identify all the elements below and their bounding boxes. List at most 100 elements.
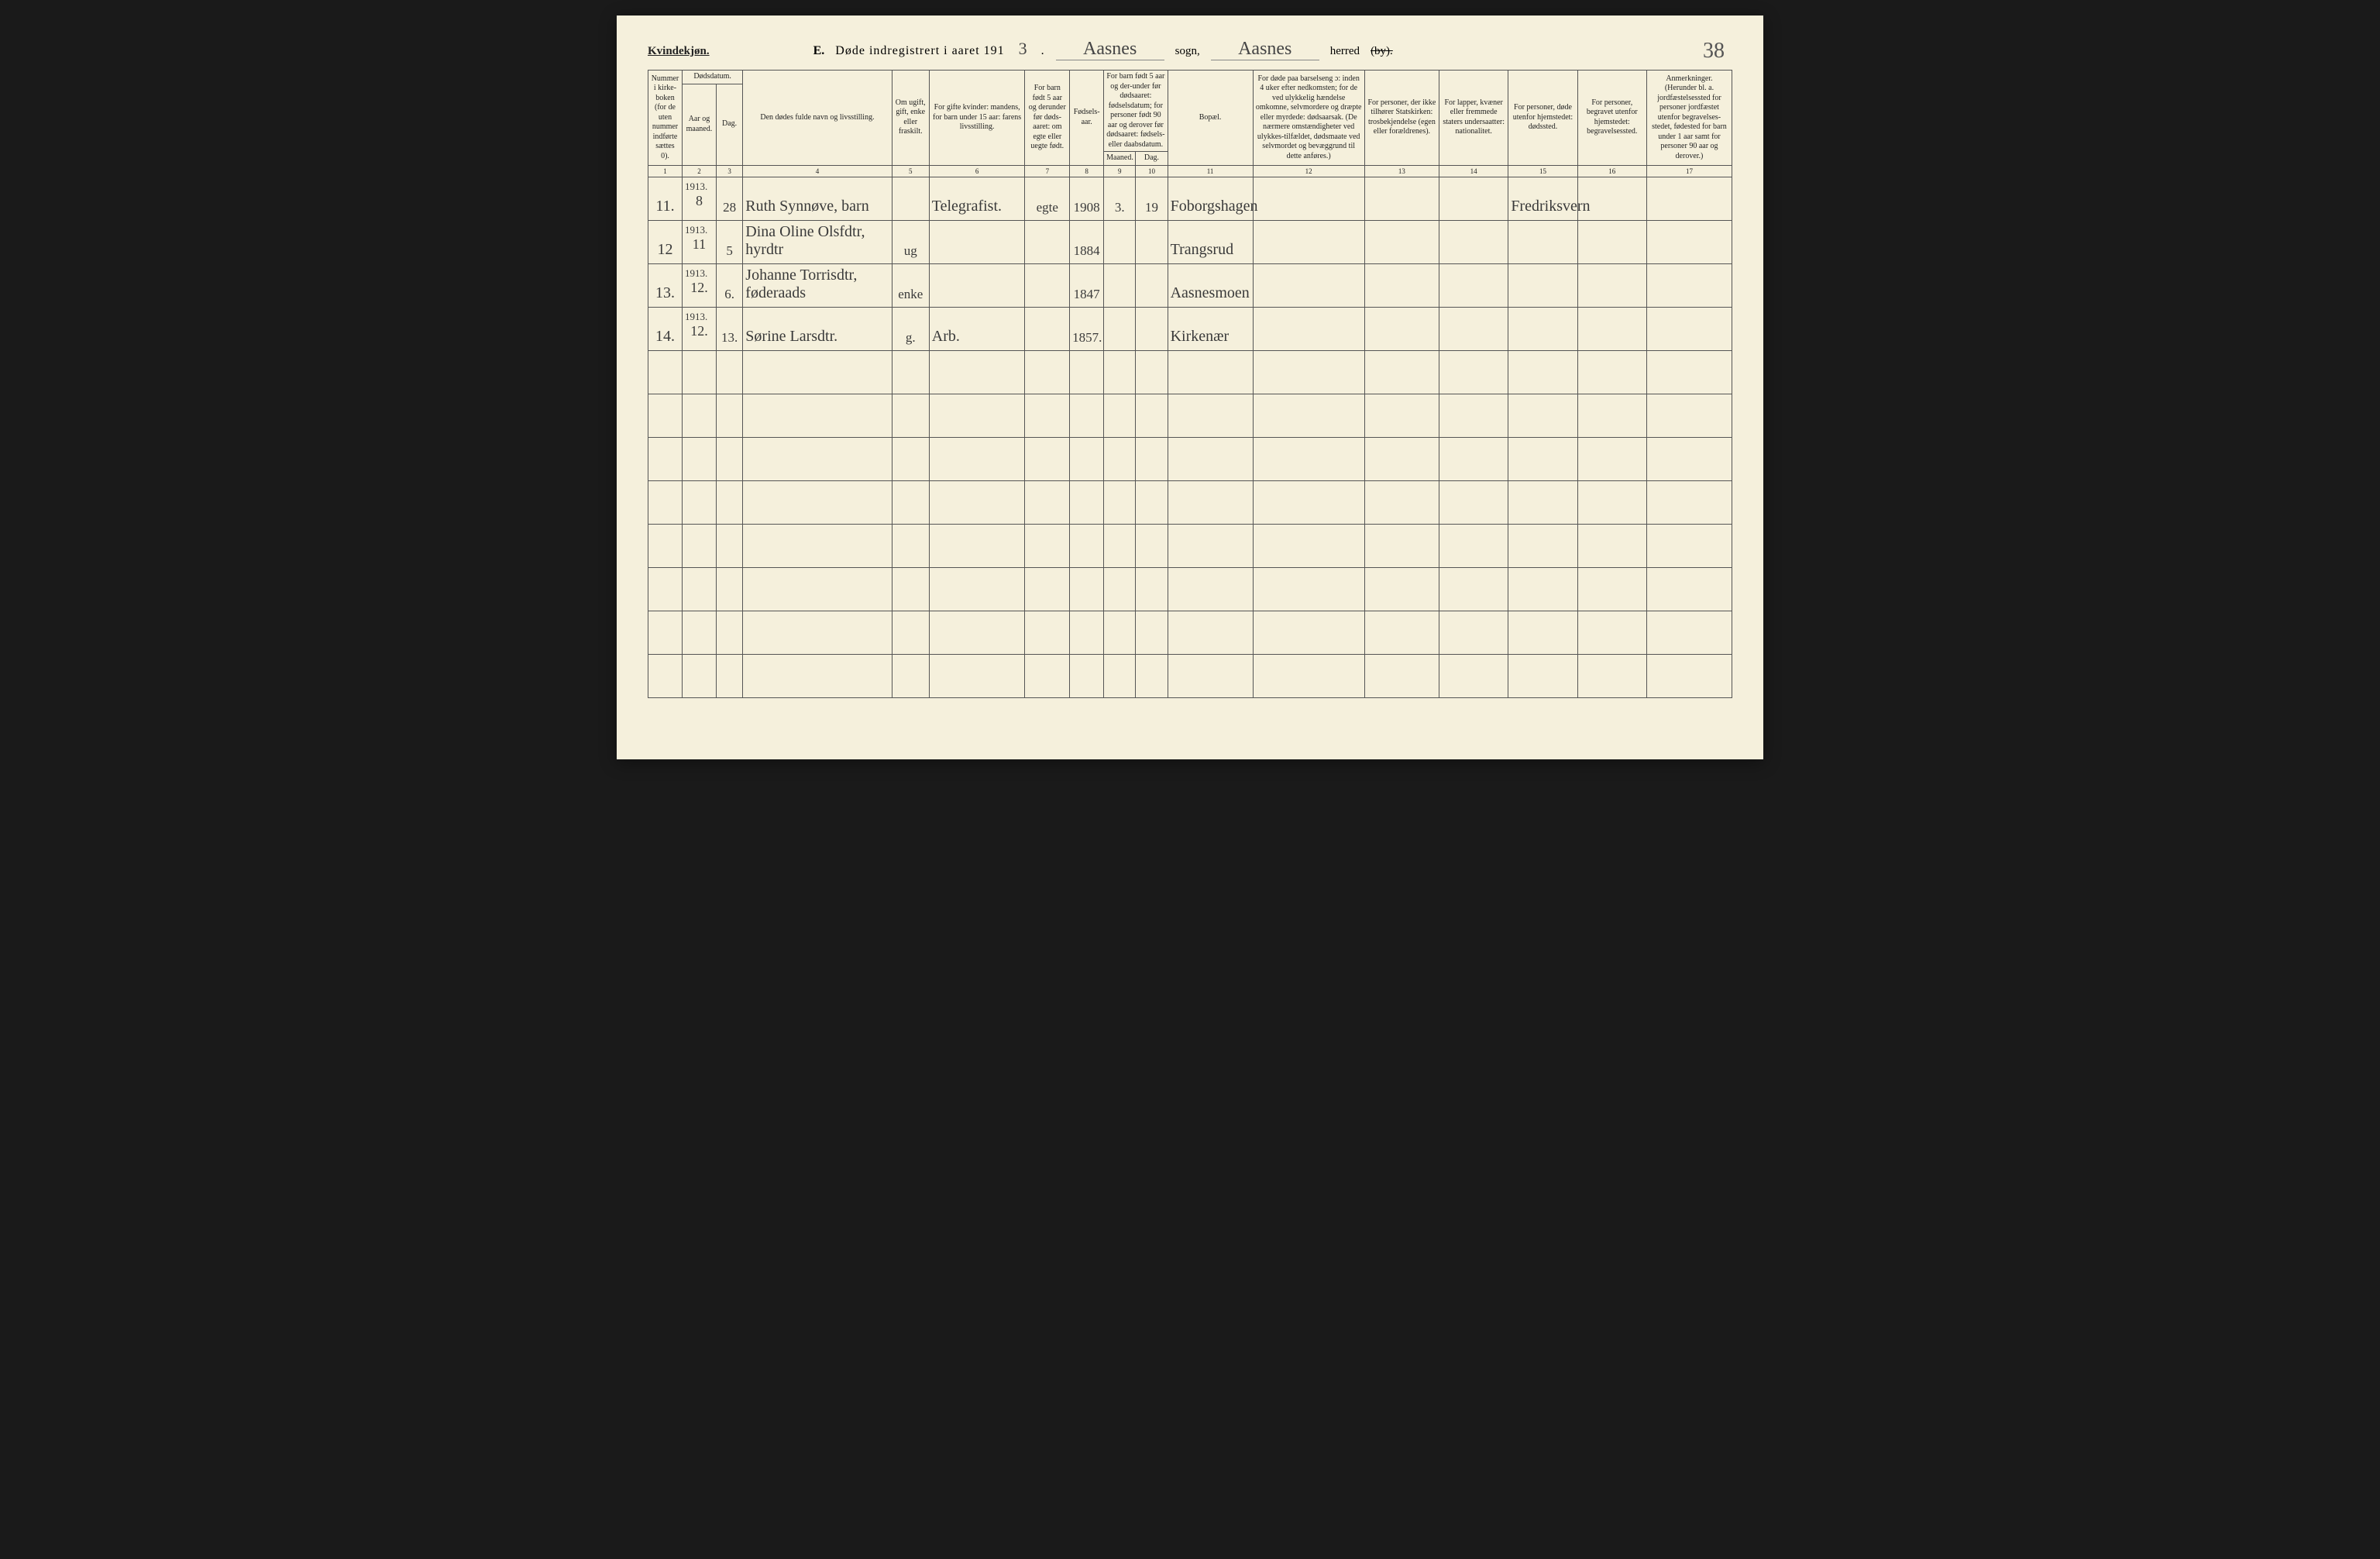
cell-empty — [892, 567, 929, 611]
cell: 6. — [716, 263, 742, 307]
cell: 13. — [648, 263, 683, 307]
cell: 1847 — [1070, 263, 1104, 307]
cell: Kirkenær — [1168, 307, 1253, 350]
cell: ug — [892, 220, 929, 263]
cell — [892, 177, 929, 220]
cell — [1508, 220, 1577, 263]
cell-empty — [1136, 611, 1168, 654]
cell-empty — [743, 524, 892, 567]
col-header: Fødsels-aar. — [1070, 71, 1104, 166]
table-row: 121913.115Dina Oline Olsfdtr, hyrdtrug18… — [648, 220, 1732, 263]
cell-empty — [1364, 567, 1439, 611]
cell — [1646, 220, 1732, 263]
cell-empty — [1070, 524, 1104, 567]
col-header: For personer, døde utenfor hjemstedet: d… — [1508, 71, 1577, 166]
cell-empty — [1253, 567, 1364, 611]
cell-empty — [743, 611, 892, 654]
cell-empty — [1104, 350, 1136, 394]
col-header: Dødsdatum. — [682, 71, 742, 84]
cell-empty — [1364, 437, 1439, 480]
cell-empty — [1253, 524, 1364, 567]
cell-empty — [1646, 437, 1732, 480]
sogn-label: sogn, — [1175, 45, 1200, 58]
cell-empty — [1070, 394, 1104, 437]
cell-empty — [1439, 524, 1508, 567]
cell-empty — [1070, 437, 1104, 480]
cell-empty — [1070, 480, 1104, 524]
cell-empty — [1646, 611, 1732, 654]
cell-empty — [716, 350, 742, 394]
cell-empty — [716, 654, 742, 697]
cell-empty — [743, 567, 892, 611]
cell-empty — [892, 480, 929, 524]
cell-empty — [929, 524, 1025, 567]
cell-empty — [682, 437, 716, 480]
cell — [1508, 263, 1577, 307]
col-header: Dag. — [1136, 152, 1168, 166]
cell — [929, 263, 1025, 307]
cell: Trangsrud — [1168, 220, 1253, 263]
cell-empty — [1439, 480, 1508, 524]
cell-empty — [1508, 480, 1577, 524]
cell: 5 — [716, 220, 742, 263]
cell — [1646, 307, 1732, 350]
cell — [1253, 220, 1364, 263]
cell — [1577, 220, 1646, 263]
herred-value: Aasnes — [1211, 39, 1319, 60]
cell-empty — [1136, 437, 1168, 480]
title-period: . — [1041, 44, 1045, 58]
cell-empty — [682, 524, 716, 567]
cell-empty — [743, 437, 892, 480]
table-row-empty — [648, 480, 1732, 524]
table-row-empty — [648, 394, 1732, 437]
cell-empty — [929, 654, 1025, 697]
cell-empty — [1508, 350, 1577, 394]
col-header: Den dødes fulde navn og livsstilling. — [743, 71, 892, 166]
cell-empty — [892, 524, 929, 567]
table-row-empty — [648, 611, 1732, 654]
cell-empty — [1104, 611, 1136, 654]
cell-empty — [1025, 394, 1070, 437]
colnum: 9 — [1104, 165, 1136, 177]
col-header: For barn født 5 aar og derunder før døds… — [1025, 71, 1070, 166]
cell: 1913.11 — [682, 220, 716, 263]
cell — [1136, 263, 1168, 307]
col-header: Bopæl. — [1168, 71, 1253, 166]
cell-empty — [1025, 524, 1070, 567]
cell-empty — [1104, 394, 1136, 437]
cell: Dina Oline Olsfdtr, hyrdtr — [743, 220, 892, 263]
cell-empty — [1577, 611, 1646, 654]
cell-empty — [682, 394, 716, 437]
cell-empty — [1104, 654, 1136, 697]
cell — [1577, 263, 1646, 307]
cell — [1104, 263, 1136, 307]
colnum: 2 — [682, 165, 716, 177]
table-body: 11.1913.828Ruth Synnøve, barnTelegrafist… — [648, 177, 1732, 350]
cell-empty — [1168, 524, 1253, 567]
cell-empty — [1364, 480, 1439, 524]
cell: Johanne Torrisdtr, føderaads — [743, 263, 892, 307]
cell-empty — [1104, 480, 1136, 524]
cell: 1908 — [1070, 177, 1104, 220]
table-row-empty — [648, 567, 1732, 611]
gender-label: Kvindekjøn. — [648, 45, 710, 58]
cell: 13. — [716, 307, 742, 350]
cell-empty — [1253, 350, 1364, 394]
page-header: Kvindekjøn. E. Døde indregistrert i aare… — [648, 39, 1732, 60]
cell-empty — [743, 350, 892, 394]
cell-empty — [1364, 654, 1439, 697]
cell-empty — [1577, 350, 1646, 394]
colnum: 17 — [1646, 165, 1732, 177]
colnum: 1 — [648, 165, 683, 177]
cell-empty — [1646, 480, 1732, 524]
cell-empty — [1070, 350, 1104, 394]
cell-empty — [1136, 394, 1168, 437]
col-header: Dag. — [716, 84, 742, 165]
cell — [1025, 263, 1070, 307]
cell-empty — [1508, 654, 1577, 697]
colnum: 13 — [1364, 165, 1439, 177]
col-header: Nummer i kirke-boken (for de uten nummer… — [648, 71, 683, 166]
table-header: Nummer i kirke-boken (for de uten nummer… — [648, 71, 1732, 177]
cell-empty — [1104, 567, 1136, 611]
cell-empty — [892, 350, 929, 394]
